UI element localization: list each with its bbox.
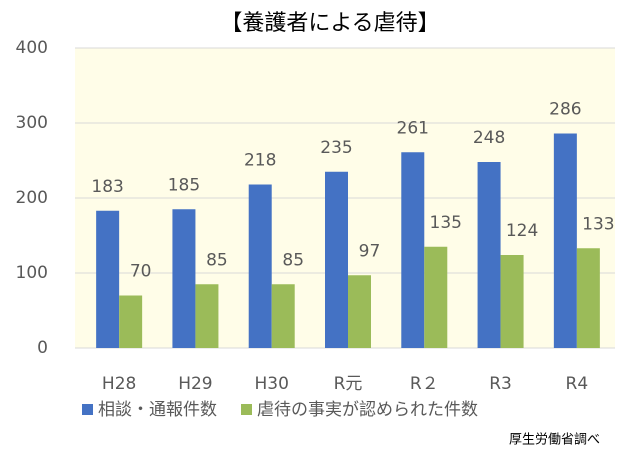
data-label: 235 <box>320 138 352 158</box>
bar <box>325 171 348 348</box>
data-label: 248 <box>473 128 505 148</box>
data-label: 261 <box>397 118 429 138</box>
y-tick-label: 100 <box>16 263 48 283</box>
bar <box>195 284 219 348</box>
data-label: 97 <box>359 241 381 261</box>
bar <box>119 295 143 348</box>
data-label: 124 <box>506 221 538 241</box>
bar <box>248 184 272 348</box>
y-tick-label: 400 <box>16 38 48 58</box>
bar <box>424 246 448 348</box>
data-label: 286 <box>549 100 581 120</box>
legend-swatch <box>241 404 252 415</box>
data-label: 85 <box>282 250 304 270</box>
legend-label: 相談・通報件数 <box>98 400 217 420</box>
data-label: 70 <box>130 262 152 282</box>
legend-swatch <box>82 404 93 415</box>
data-label: 133 <box>582 214 614 234</box>
bar <box>500 255 524 348</box>
bar <box>271 284 295 348</box>
data-label: 135 <box>430 213 462 233</box>
y-tick-label: 0 <box>37 338 48 358</box>
legend-label: 虐待の事実が認められた件数 <box>257 400 478 420</box>
x-tick-label: R4 <box>566 374 589 394</box>
data-label: 218 <box>244 151 276 171</box>
y-tick-label: 300 <box>16 113 48 133</box>
x-tick-label: H30 <box>255 374 289 394</box>
bar <box>576 248 600 348</box>
data-label: 85 <box>206 250 228 270</box>
bar <box>172 209 196 348</box>
bar <box>477 162 501 348</box>
chart-title: 【養護者による虐待】 <box>220 11 439 36</box>
x-tick-label: H28 <box>102 374 136 394</box>
source-note: 厚生労働省調べ <box>509 433 600 448</box>
data-label: 183 <box>91 177 123 197</box>
y-tick-label: 200 <box>16 188 48 208</box>
x-tick-label: R２ <box>410 374 439 394</box>
x-tick-label: R元 <box>334 374 363 394</box>
data-label: 185 <box>168 175 200 195</box>
bar <box>401 152 425 348</box>
x-tick-label: R3 <box>489 374 512 394</box>
x-tick-label: H29 <box>178 374 212 394</box>
bar <box>96 210 120 348</box>
bar <box>348 275 371 348</box>
bar <box>553 133 577 348</box>
